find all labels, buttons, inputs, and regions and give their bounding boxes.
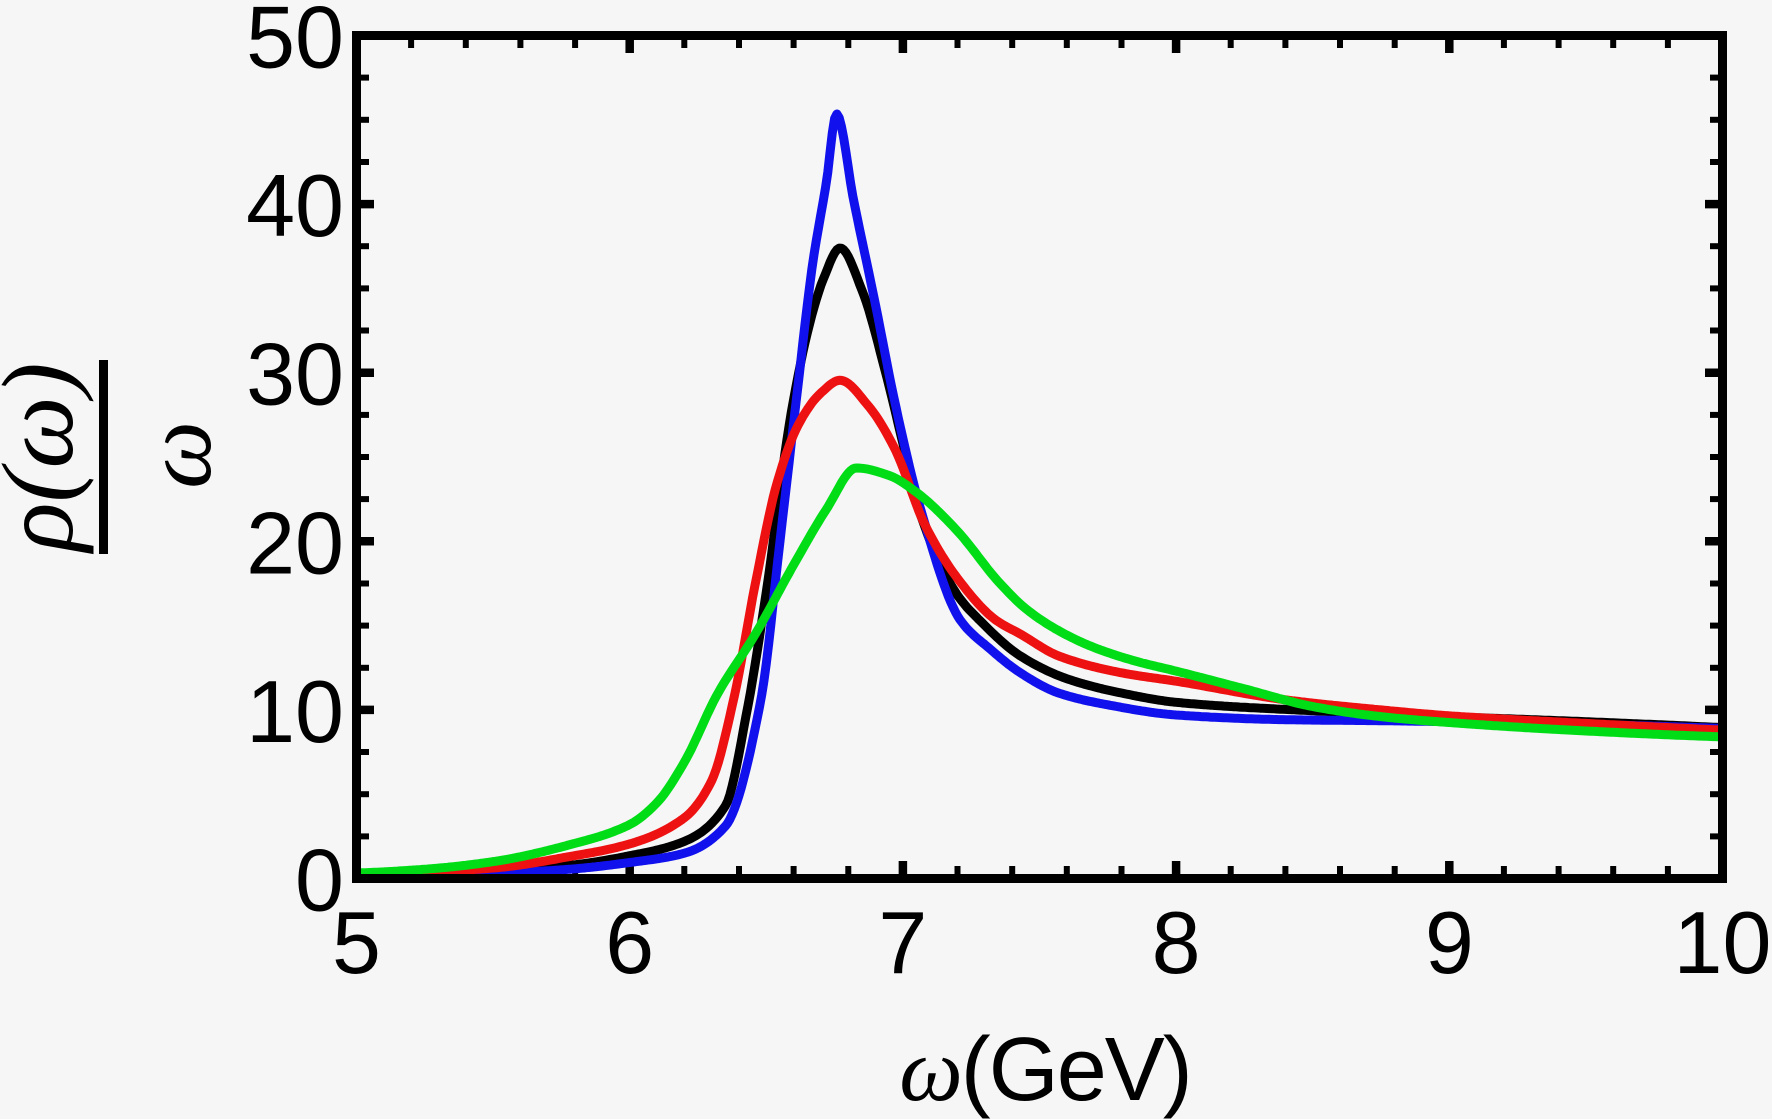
svg-text:30: 30 [246, 325, 344, 424]
svg-text:0: 0 [295, 831, 344, 930]
svg-text:8: 8 [1152, 893, 1201, 992]
svg-text:20: 20 [246, 493, 344, 592]
svg-text:ρ(ω): ρ(ω) [0, 363, 95, 555]
svg-text:10: 10 [1674, 893, 1772, 992]
svg-text:50: 50 [246, 0, 344, 87]
svg-text:5: 5 [332, 893, 381, 992]
svg-text:9: 9 [1425, 893, 1474, 992]
svg-text:7: 7 [878, 893, 927, 992]
svg-text:ω: ω [124, 421, 231, 489]
svg-text:10: 10 [246, 662, 344, 761]
svg-text:6: 6 [605, 893, 654, 992]
svg-text:40: 40 [246, 156, 344, 255]
svg-text:ω(GeV): ω(GeV) [899, 1020, 1191, 1119]
